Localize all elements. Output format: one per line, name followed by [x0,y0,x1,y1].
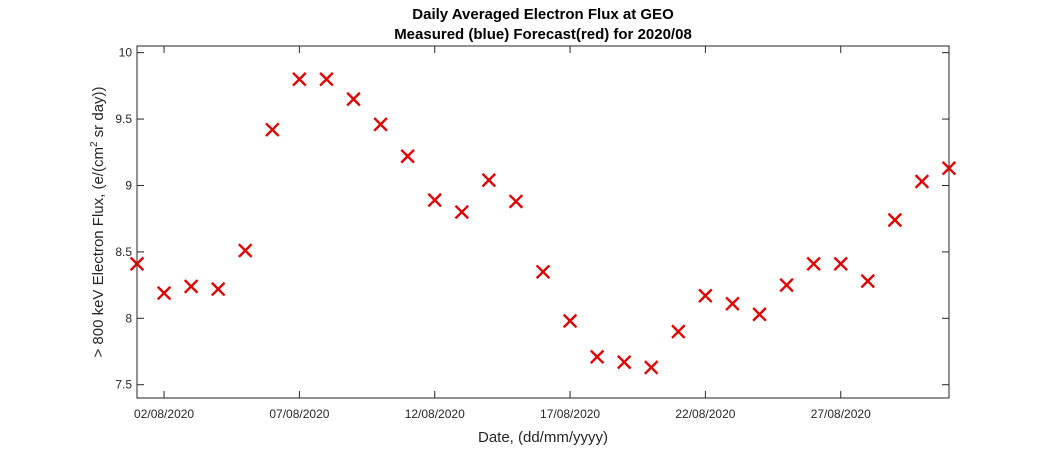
data-point [752,307,767,322]
data-point [211,281,226,297]
data-point [319,72,334,87]
x-tick-label: 12/08/2020 [405,407,465,421]
data-point [292,72,307,87]
data-point [671,324,686,339]
chart-title-line-2: Measured (blue) Forecast(red) for 2020/0… [394,26,692,43]
y-axis-label-rest: sr day)) [90,86,107,141]
x-tick-label: 27/08/2020 [811,407,871,421]
data-point [725,296,740,311]
data-point [454,204,469,220]
data-point [833,256,848,272]
data-point [400,149,415,164]
data-point [617,354,632,370]
data-point [535,264,551,280]
x-tick-label: 02/08/2020 [134,407,194,421]
data-point [481,172,497,188]
x-tick-label: 17/08/2020 [540,407,600,421]
y-tick-label: 8.5 [115,245,132,259]
y-tick-label: 9.5 [115,112,132,126]
data-point [589,349,605,365]
data-point [373,117,388,132]
y-axis-label-main: > 800 keV Electron Flux, (e/(cm [90,147,107,358]
data-point [508,194,524,209]
y-axis-label: > 800 keV Electron Flux, (e/(cm2 sr day)… [89,86,107,357]
data-point [427,192,442,208]
y-tick-label: 7.5 [115,378,132,392]
y-tick-label: 10 [119,46,133,60]
data-markers [129,72,957,375]
data-point [698,288,713,303]
data-point [941,161,957,176]
data-point [346,91,361,107]
y-tick-label: 8 [125,311,132,325]
data-point [129,256,145,272]
x-tick-label: 07/08/2020 [269,407,329,421]
data-point [914,174,930,189]
y-tick-label: 9 [125,178,132,192]
x-tick-label: 22/08/2020 [675,407,735,421]
y-axis-ticks: 7.5 8 8.5 9 9.5 10 [115,46,949,392]
data-point [265,122,280,137]
data-point [887,212,903,228]
x-axis-label: Date, (dd/mm/yyyy) [478,429,608,446]
data-point [156,285,172,301]
data-point [806,256,821,272]
data-point [183,279,199,294]
x-axis-ticks: 02/08/2020 07/08/2020 12/08/2020 17/08/2020… [134,46,871,421]
data-point [779,277,794,293]
data-point [860,273,875,289]
y-axis-label-superscript: 2 [89,141,100,147]
plot-area [136,45,950,399]
data-point [644,360,659,375]
chart-title-line-1: Daily Averaged Electron Flux at GEO [412,6,674,23]
data-point [238,243,253,258]
data-point [562,313,578,329]
